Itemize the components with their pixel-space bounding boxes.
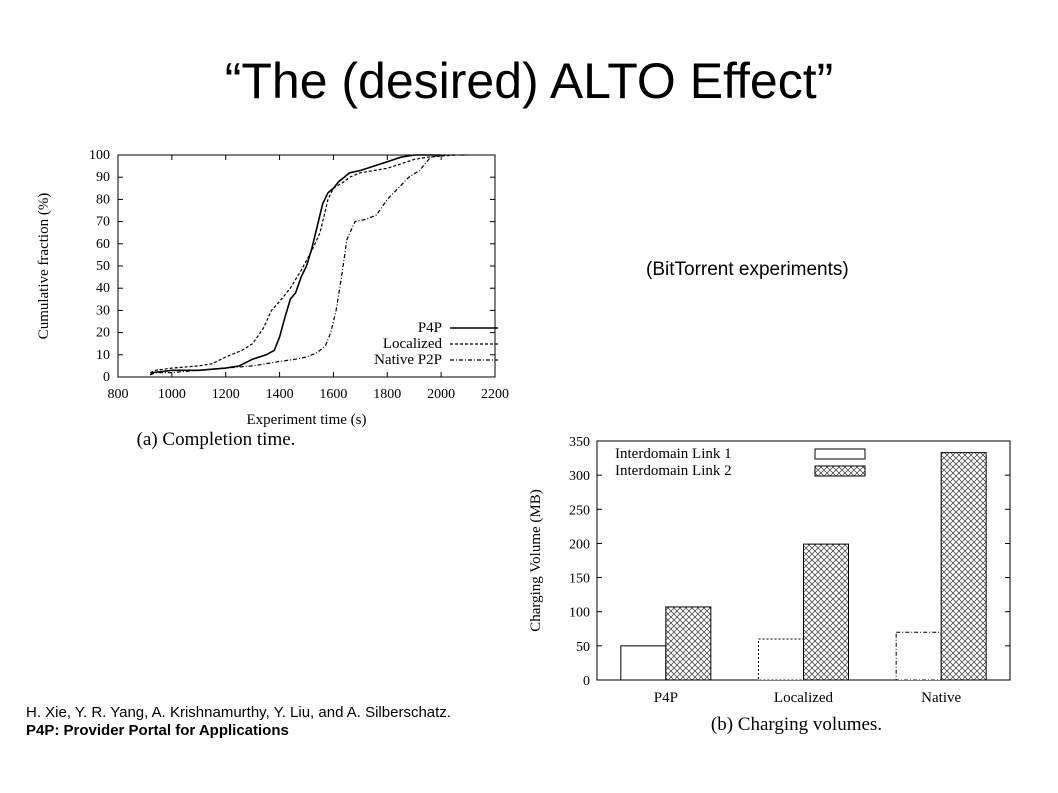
legend-label: Interdomain Link 2 — [615, 463, 732, 479]
y-axis-label: Charging Volume (MB) — [528, 489, 544, 632]
y-tick-label: 60 — [96, 237, 110, 252]
y-tick-label: 300 — [569, 469, 590, 484]
legend-label: Native P2P — [374, 352, 442, 368]
chart-caption: (a) Completion time. — [137, 429, 296, 450]
x-tick-label: 800 — [108, 387, 129, 402]
y-axis-label: Cumulative fraction (%) — [36, 193, 52, 340]
x-tick-label: 2200 — [481, 387, 509, 402]
charging-volumes-chart: 0 50 100 150 200 250 300 350 P4P Localized Native C… — [528, 435, 1011, 735]
citation: H. Xie, Y. R. Yang, A. Krishnamurthy, Y.… — [26, 704, 451, 740]
y-tick-label: 350 — [569, 435, 590, 450]
y-tick-label: 20 — [96, 326, 110, 341]
series-line-native-p2p — [150, 154, 469, 376]
x-tick-label: 1200 — [212, 387, 240, 402]
x-tick-label: 2000 — [427, 387, 455, 402]
chart-caption: (b) Charging volumes. — [711, 714, 882, 735]
y-tick-label: 50 — [96, 259, 110, 274]
y-tick-label: 100 — [89, 148, 110, 163]
y-tick-label: 30 — [96, 303, 110, 318]
x-tick-label: 1800 — [373, 387, 401, 402]
bar-interdomain-link-1-native — [895, 631, 942, 681]
x-tick-label: P4P — [654, 690, 678, 706]
citation-paper-title: P4P: Provider Portal for Applications — [26, 722, 289, 739]
bar-interdomain-link-2-native — [940, 452, 987, 681]
bar-interdomain-link-1-localized — [758, 638, 804, 681]
y-tick-label: 40 — [96, 281, 110, 296]
y-tick-label: 10 — [96, 348, 110, 363]
y-tick-label: 50 — [576, 640, 590, 655]
legend-label: Interdomain Link 1 — [615, 446, 732, 462]
y-tick-label: 70 — [96, 215, 110, 230]
legend-label: Localized — [383, 336, 443, 352]
series-line-localized — [150, 154, 455, 374]
legend-label: P4P — [418, 320, 442, 336]
x-tick-label: 1600 — [319, 387, 347, 402]
bar-interdomain-link-1-p4p — [620, 645, 667, 681]
citation-authors: H. Xie, Y. R. Yang, A. Krishnamurthy, Y.… — [26, 704, 451, 721]
series-line-p4p — [149, 154, 442, 376]
legend-swatch — [814, 448, 866, 460]
y-tick-label: 250 — [569, 503, 590, 518]
x-tick-label: 1000 — [158, 387, 186, 402]
x-tick-label: Localized — [774, 690, 834, 706]
experiment-note: (BitTorrent experiments) — [646, 259, 849, 280]
y-tick-label: 100 — [569, 606, 590, 621]
y-tick-label: 90 — [96, 170, 110, 185]
y-tick-label: 80 — [96, 192, 110, 207]
slide-title: “The (desired) ALTO Effect” — [224, 53, 834, 109]
y-tick-label: 150 — [569, 572, 590, 587]
bar-interdomain-link-2-p4p — [665, 606, 712, 681]
y-tick-label: 200 — [569, 537, 590, 552]
x-tick-label: Native — [921, 690, 961, 706]
bar-interdomain-link-2-localized — [803, 543, 849, 681]
completion-time-chart: 0 10 20 30 40 50 60 70 80 90 100 800 1000 1200 1400 160… — [36, 148, 509, 450]
y-tick-label: 0 — [583, 674, 590, 689]
y-tick-label: 0 — [103, 370, 110, 385]
x-tick-label: 1400 — [266, 387, 294, 402]
legend-swatch — [814, 465, 866, 477]
x-axis-label: Experiment time (s) — [247, 412, 367, 428]
